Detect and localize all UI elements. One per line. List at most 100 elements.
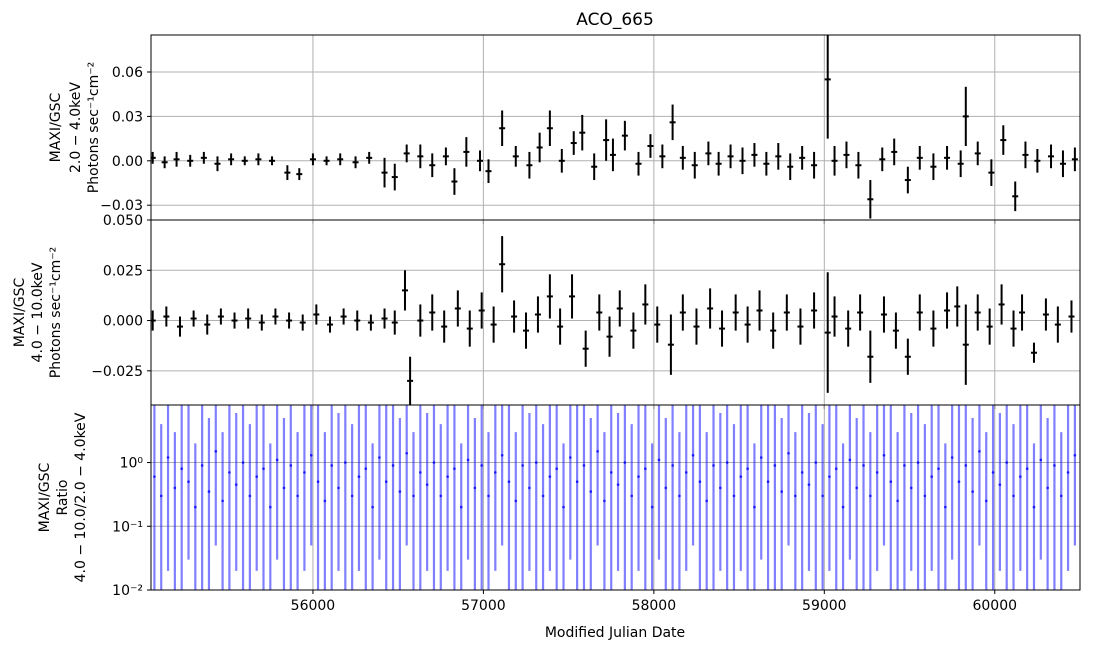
x-tick-label: 58000 (632, 598, 677, 614)
ratio-point (412, 494, 415, 498)
ratio-point (173, 486, 177, 490)
y-tick-label: 10⁻¹ (112, 519, 143, 535)
ratio-point (446, 475, 449, 478)
ratio-point (814, 461, 818, 464)
x-tick-label: 56000 (291, 598, 336, 614)
y-axis-label-line: 4.0 − 10.0/2.0 − 4.0keV (73, 412, 89, 582)
x-axis-label: Modified Julian Date (545, 625, 685, 641)
ratio-point (930, 475, 934, 478)
y-axis-label-line: Photons sec⁻¹cm⁻² (86, 62, 102, 194)
hard-band-panel: −0.025 0.000 0.025 0.050 MAXI/GSC 4.0 − 10.0k… (12, 213, 1081, 409)
y-axis-label-line: MAXI/GSC (37, 462, 53, 532)
ratio-point (971, 490, 974, 493)
ratio-point (180, 467, 183, 471)
ratio-point (453, 467, 456, 471)
ratio-point (153, 475, 156, 478)
ratio-point (316, 480, 320, 484)
ratio-point (344, 461, 347, 464)
y-tick-label: 0.000 (103, 314, 143, 330)
ratio-point (1019, 475, 1022, 478)
ratio-point (691, 453, 695, 457)
ratio-point (978, 450, 981, 453)
y-tick-label: 10⁻² (112, 583, 143, 599)
ratio-point (166, 456, 170, 459)
ratio-point (807, 483, 811, 486)
ratio-point (637, 475, 640, 478)
ratio-point (439, 494, 443, 498)
ratio-point (834, 467, 838, 471)
ratio-point (998, 483, 1002, 486)
ratio-point (234, 483, 238, 486)
ratio-point (296, 494, 299, 498)
hardness-ratio-panel: 56000 57000 58000 59000 60000 10⁻² 10⁻¹ 10⁰ MAXI… (37, 404, 1081, 614)
ratio-point (650, 505, 654, 509)
ratio-point (664, 486, 668, 490)
ratio-point (371, 505, 374, 509)
ratio-point (923, 494, 927, 498)
ratio-point (398, 490, 402, 493)
y-tick-label: −0.025 (91, 364, 143, 380)
ratio-point (937, 467, 940, 471)
ratio-point (303, 471, 306, 474)
ratio-point (255, 475, 258, 478)
y-tick-label: 0.06 (112, 65, 143, 81)
y-axis-label-line: Photons sec⁻¹cm⁻² (48, 247, 64, 379)
ratio-point (916, 461, 920, 464)
ratio-point (425, 483, 429, 486)
x-tick-label: 57000 (461, 598, 506, 614)
y-axis-label-line: MAXI/GSC (48, 92, 64, 162)
ratio-point (187, 480, 190, 484)
ratio-point (384, 480, 388, 484)
hard-axes-frame (150, 219, 1081, 406)
ratio-point (521, 464, 524, 467)
ratio-point (282, 486, 286, 490)
ratio-point (889, 480, 893, 484)
ratio-point (705, 499, 708, 503)
ratio-point (405, 451, 408, 455)
ratio-point (739, 475, 743, 478)
ratio-point (562, 505, 565, 509)
y-tick-label: 0.025 (103, 263, 143, 279)
ratio-point (541, 494, 545, 498)
ratio-point (725, 461, 729, 464)
ratio-point (241, 461, 245, 464)
ratio-point (719, 486, 722, 490)
ratio-series (153, 405, 1077, 590)
ratio-point (200, 464, 204, 467)
ratio-point (882, 453, 886, 457)
ratio-point (378, 456, 381, 459)
ratio-point (1046, 486, 1049, 490)
ratio-point (1025, 467, 1029, 471)
ratio-point (1012, 494, 1015, 498)
ratio-point (623, 461, 627, 464)
ratio-point (357, 475, 361, 478)
y-tick-label: 0.050 (103, 213, 143, 229)
ratio-point (269, 505, 272, 509)
y-tick-label: 10⁰ (120, 456, 144, 472)
ratio-point (841, 505, 845, 509)
ratio-point (548, 475, 552, 478)
ratio-point (596, 450, 599, 453)
ratio-point (473, 486, 477, 490)
ratio-point (432, 461, 436, 464)
ratio-point (350, 494, 354, 498)
ratio-point (364, 467, 368, 471)
ratio-point (964, 464, 968, 467)
ratio-point (207, 490, 211, 493)
ratio-point (419, 471, 422, 474)
ratio-point (391, 464, 395, 467)
soft-axes-frame (150, 34, 1081, 221)
y-axis-label-line: MAXI/GSC (12, 277, 28, 347)
ratio-point (766, 480, 770, 484)
ratio-point (214, 450, 218, 453)
ratio-point (671, 464, 674, 467)
ratio-point (759, 456, 763, 459)
ratio-point (644, 467, 647, 471)
ratio-point (159, 494, 163, 498)
ratio-point (309, 453, 313, 457)
ratio-point (896, 499, 899, 503)
ratio-point (569, 456, 572, 459)
ratio-point (869, 494, 872, 498)
